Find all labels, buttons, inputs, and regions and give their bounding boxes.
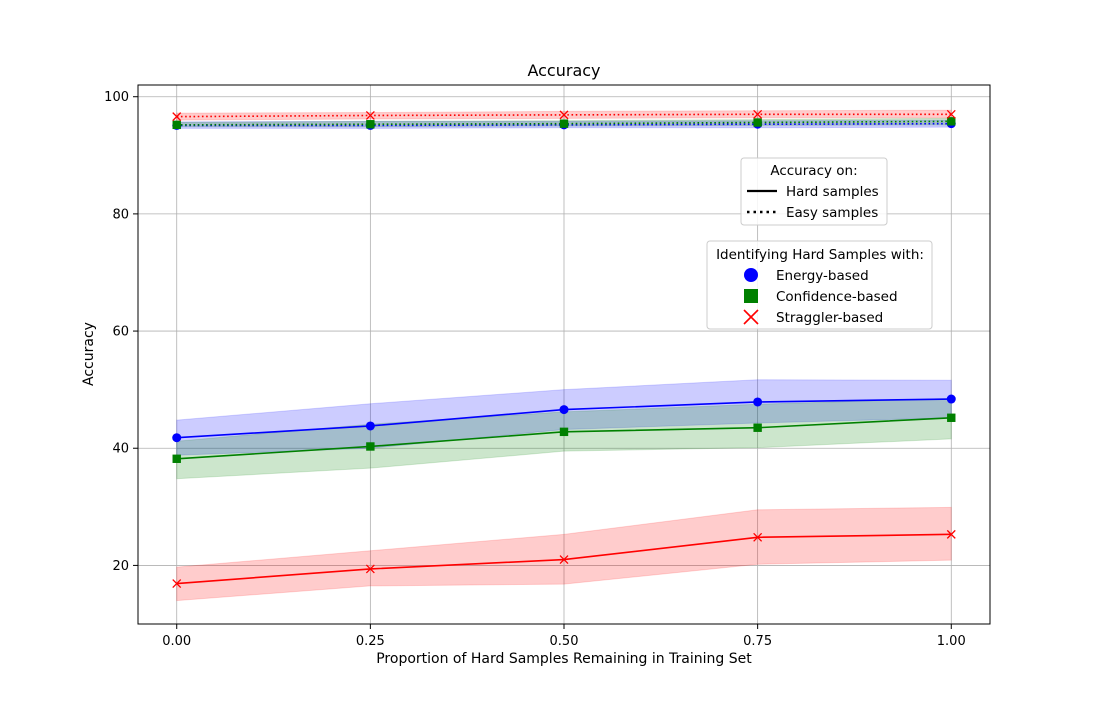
straggler-based-easy-samples-point [753,109,763,119]
chart-title: Accuracy [527,61,600,80]
straggler-based-easy-samples-point [365,111,375,120]
y-tick-label: 60 [112,325,129,340]
legend-line-style-box [740,157,888,226]
legend-straggler-label: Straggler-based [776,310,883,326]
straggler-based-easy-samples-point [946,109,956,119]
legend-easy-samples-label: Easy samples [786,205,878,221]
legend-hard-samples-label: Hard samples [786,184,879,200]
y-axis-label: Accuracy [81,322,97,386]
x-tick-label: 1.00 [937,634,966,649]
legend-method-box [706,240,933,330]
y-tick-label: 80 [112,207,129,222]
x-tick-label: 0.50 [550,634,579,649]
confidence-based-hard-samples-point [753,423,762,432]
confidence-based-easy-samples-point [753,118,762,127]
confidence-based-easy-samples-point [366,120,375,129]
energy-based-hard-samples-point [946,394,956,404]
legend-confidence-marker-icon [744,289,758,303]
energy-based-hard-samples-point [753,397,763,407]
confidence-based-easy-samples-point [172,120,181,130]
tick-layer: 0.00 0.25 0.50 0.75 1.00 20 40 60 80 100 [104,90,966,649]
legend-confidence-label: Confidence-based [776,289,898,305]
energy-based-hard-samples-point [172,433,182,443]
x-axis-label: Proportion of Hard Samples Remaining in … [376,651,752,667]
straggler-based-hard-samples-point [946,529,956,539]
x-tick-label: 0.75 [743,634,772,649]
straggler-based-hard-samples-point [753,532,763,542]
legend-straggler-marker-icon [743,309,759,325]
confidence-based-easy-samples-point [947,117,956,126]
legend-energy-marker-icon [744,268,758,282]
confidence-based-hard-samples-point [559,427,569,437]
confidence-based-hard-samples-band [176,397,952,480]
straggler-based-easy-samples-point [559,110,569,120]
legend-method-title: Identifying Hard Samples with: [716,247,924,263]
legend-line-style-title: Accuracy on: [770,163,857,179]
straggler-based-hard-samples-point [559,555,569,565]
straggler-based-hard-samples-point [365,564,375,574]
confidence-based-easy-samples-point [559,119,569,128]
confidence-based-hard-samples-point [947,413,956,422]
y-tick-label: 40 [112,442,129,457]
x-tick-label: 0.00 [162,634,191,649]
straggler-based-easy-samples-point [172,112,182,122]
confidence-based-hard-samples-point [366,442,375,451]
marker-layer [172,109,956,589]
y-tick-label: 20 [112,559,129,574]
straggler-based-hard-samples-band [176,506,952,602]
legend-energy-label: Energy-based [776,268,869,284]
energy-based-hard-samples-point [365,421,375,431]
x-tick-label: 0.25 [356,634,385,649]
legend-line-style: Accuracy on: Hard samples Easy samples [740,157,888,226]
legend-method: Identifying Hard Samples with: Energy-ba… [706,240,933,330]
confidence-based-hard-samples-point [172,454,181,463]
energy-based-hard-samples-point [559,405,569,415]
y-tick-label: 100 [104,90,129,105]
straggler-based-hard-samples-point [172,579,182,589]
